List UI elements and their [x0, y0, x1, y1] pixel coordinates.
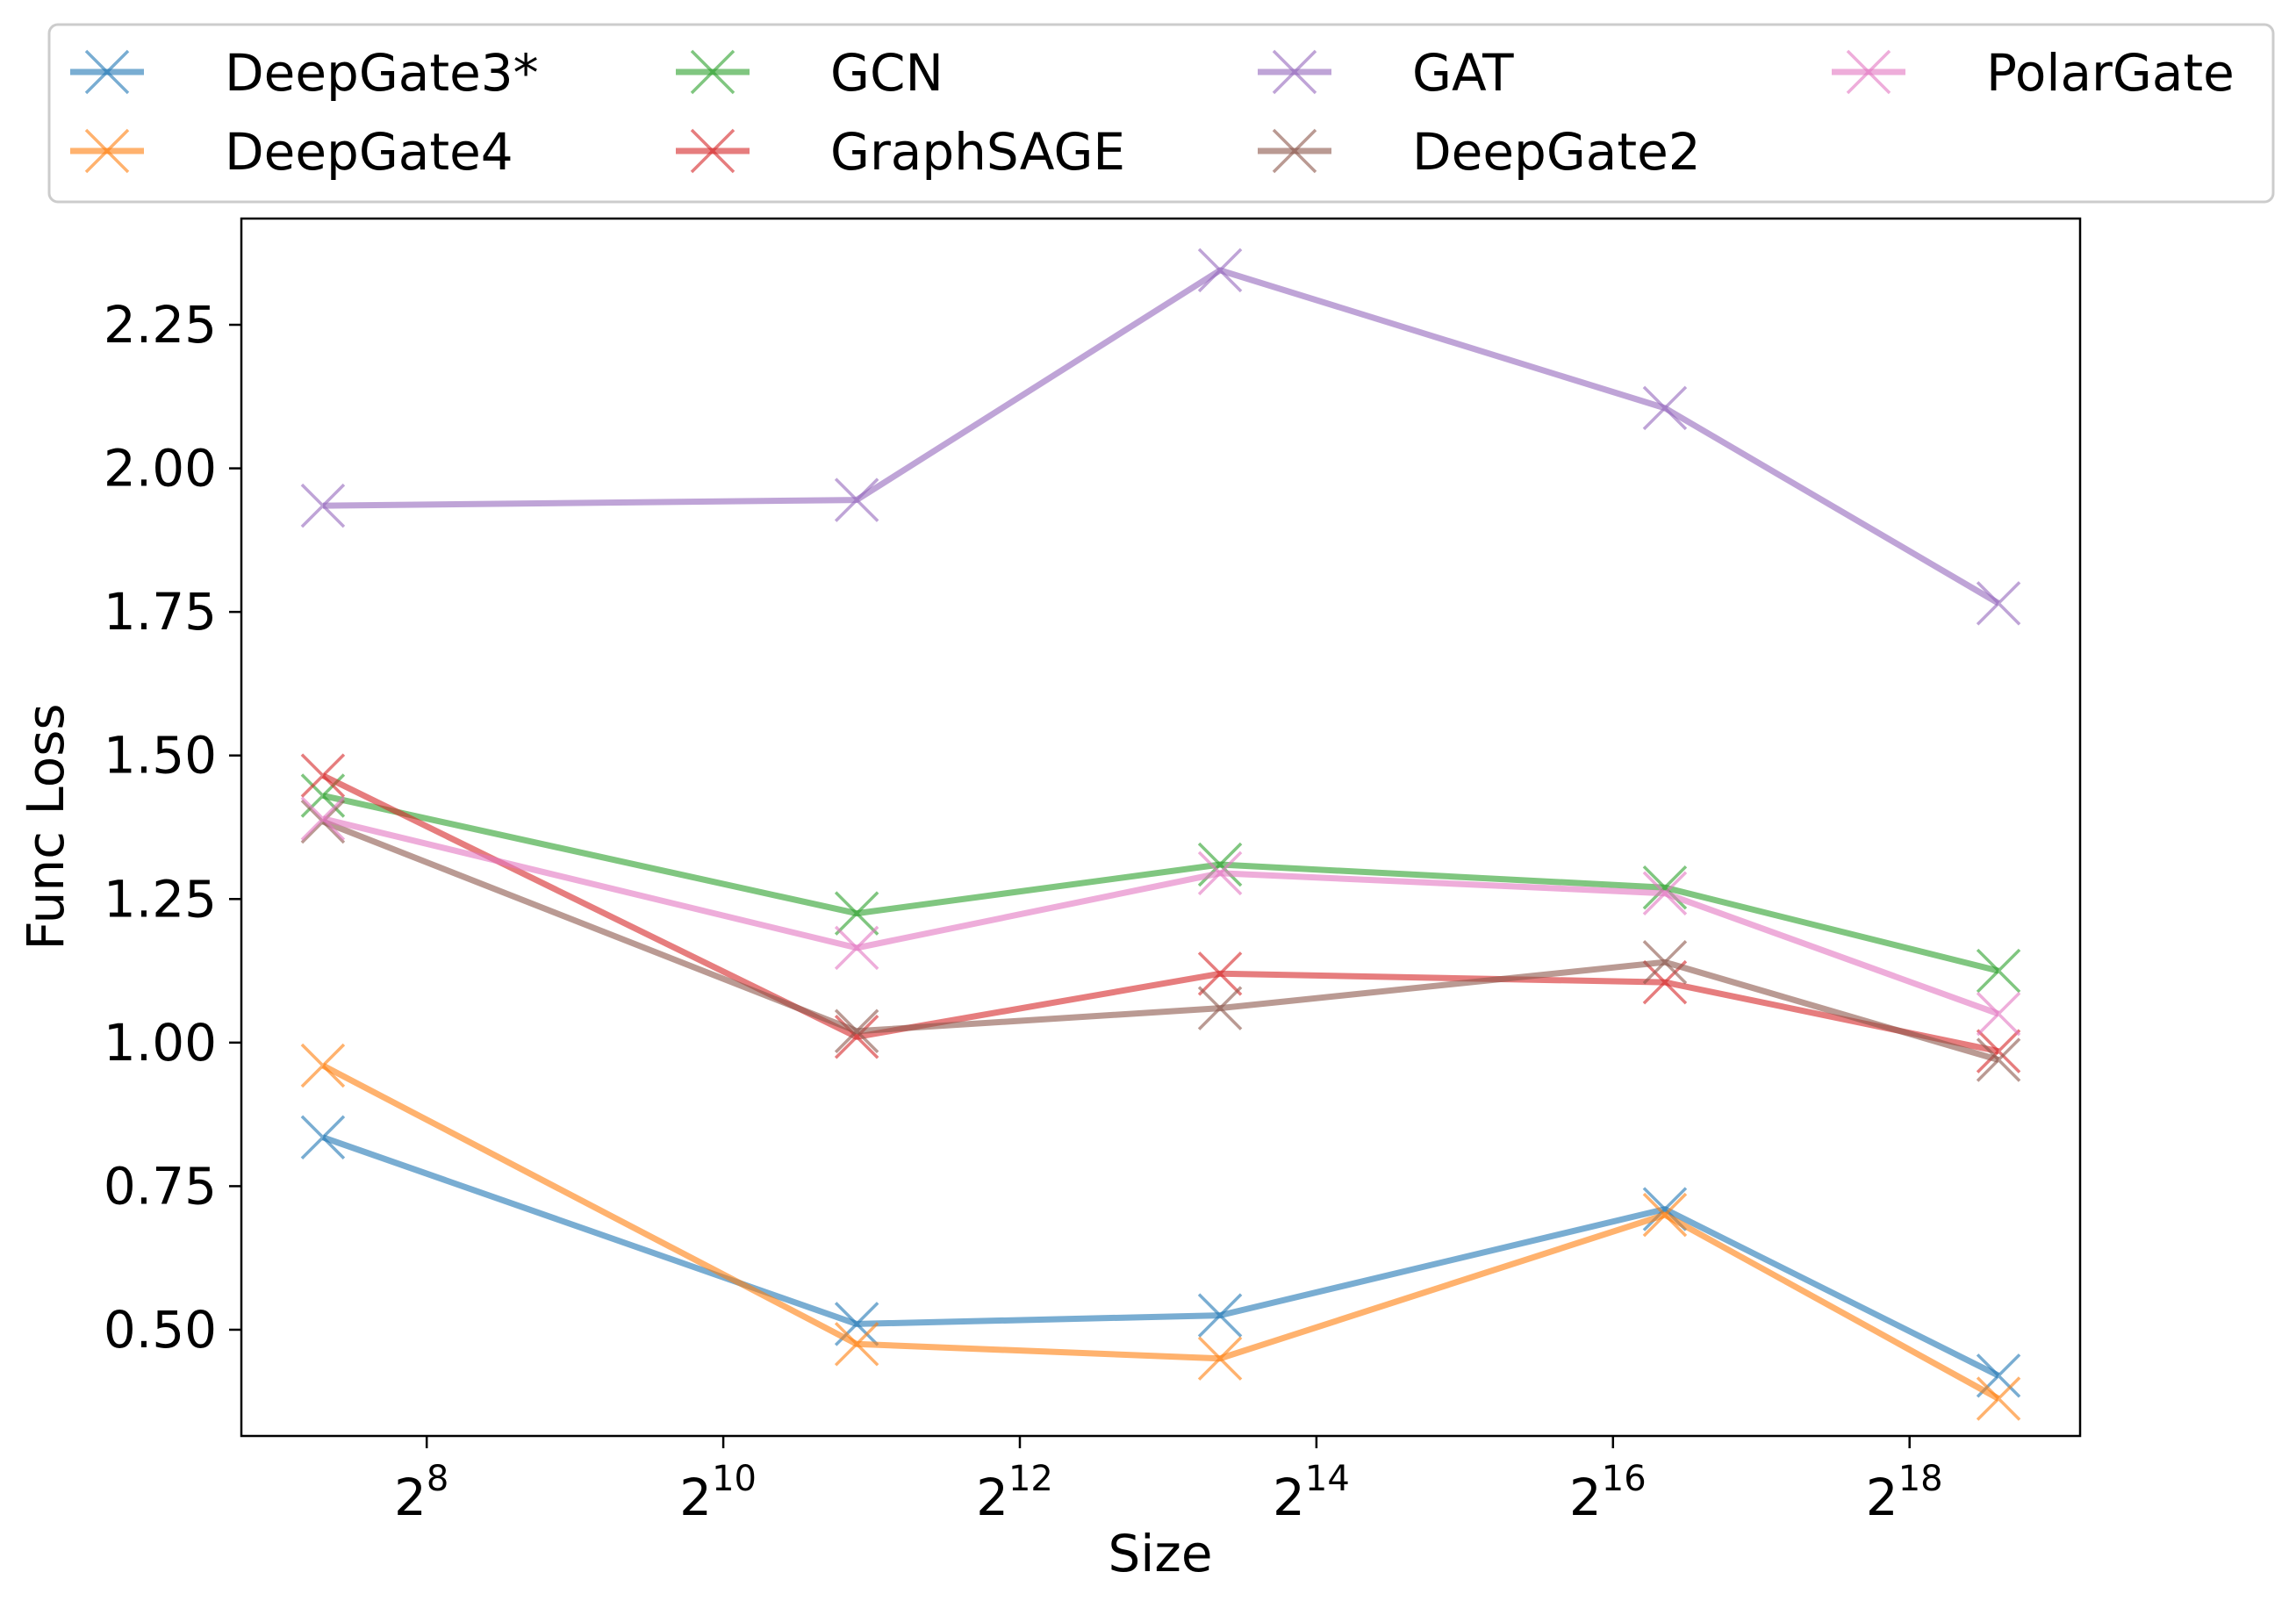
- y-tick-label: 1.25: [104, 869, 217, 929]
- legend-label: DeepGate4: [225, 122, 513, 182]
- axes: 0.50 0.75 1.00 1.25 1.50 1.75 2.00 2.25 28 210 212…: [104, 217, 2082, 1527]
- y-tick-label: 0.50: [104, 1300, 217, 1360]
- legend-marker: [1272, 49, 1317, 95]
- legend-marker: [1846, 49, 1891, 95]
- series-deepgate4: [300, 1043, 2021, 1421]
- y-tick-label: 2.00: [104, 439, 217, 499]
- x-axis-label: Size: [1108, 1524, 1212, 1583]
- data-point: [834, 477, 879, 522]
- x-tick-label: 214: [1273, 1459, 1350, 1527]
- y-tick-label: 2.25: [104, 295, 217, 355]
- series-polargate: [300, 796, 2021, 1037]
- x-tick-label: 216: [1569, 1459, 1647, 1527]
- legend-entry: DeepGate4: [70, 122, 513, 182]
- data-point: [1197, 1336, 1243, 1381]
- data-point: [1642, 385, 1688, 431]
- data-point: [834, 1009, 879, 1053]
- legend-label: DeepGate2: [1412, 122, 1701, 182]
- legend-entry: GCN: [676, 43, 944, 103]
- data-point: [1976, 948, 2021, 994]
- series-graphsage: [300, 753, 2021, 1073]
- legend-label: GraphSAGE: [830, 122, 1125, 182]
- legend-marker: [84, 128, 130, 174]
- data-point: [1197, 1293, 1243, 1338]
- legend-marker: [690, 128, 735, 174]
- data-point: [1642, 871, 1688, 915]
- legend-label: DeepGate3*: [225, 43, 539, 103]
- y-tick-label: 0.75: [104, 1156, 217, 1216]
- data-point: [300, 753, 346, 798]
- x-tick-label: 212: [976, 1459, 1053, 1527]
- plot-area: [300, 248, 2021, 1421]
- legend-entry: GAT: [1258, 43, 1514, 103]
- legend-box: [47, 23, 2275, 204]
- data-point: [300, 1115, 346, 1160]
- data-point: [1197, 986, 1243, 1030]
- data-point: [834, 891, 879, 936]
- data-point: [1976, 1037, 2021, 1082]
- y-tick-label: 1.50: [104, 726, 217, 786]
- data-point: [300, 796, 346, 841]
- series-deepgate3-: [300, 1115, 2021, 1398]
- series-deepgate2: [300, 799, 2021, 1082]
- legend-entry: GraphSAGE: [676, 122, 1125, 182]
- data-point: [1197, 248, 1243, 293]
- legend-entry: PolarGate: [1832, 43, 2235, 103]
- legend-label: GCN: [830, 43, 944, 103]
- legend-marker: [690, 49, 735, 95]
- data-point: [834, 1322, 879, 1367]
- data-point: [300, 1043, 346, 1088]
- legend: DeepGate3* DeepGate4 GCN GraphSAGE GAT DeepGa…: [47, 23, 2275, 204]
- data-point: [834, 925, 879, 971]
- x-tick-label: 28: [394, 1459, 448, 1527]
- data-point: [1976, 991, 2021, 1037]
- data-point: [1642, 940, 1688, 985]
- legend-label: PolarGate: [1986, 43, 2235, 103]
- x-tick-label: 218: [1866, 1459, 1943, 1527]
- data-point: [300, 483, 346, 528]
- legend-entry: DeepGate2: [1258, 122, 1701, 182]
- data-point: [1197, 951, 1243, 996]
- legend-marker: [1272, 128, 1317, 174]
- plot-frame: [240, 217, 2082, 1438]
- series-gcn: [300, 773, 2021, 994]
- data-point: [1976, 1376, 2021, 1421]
- legend-marker: [84, 49, 130, 95]
- x-tick-label: 210: [679, 1459, 757, 1527]
- series-gat: [300, 248, 2021, 626]
- data-point: [1976, 1029, 2021, 1073]
- y-axis-label: Func Loss: [16, 703, 75, 950]
- data-point: [1642, 1192, 1688, 1238]
- y-tick-label: 1.75: [104, 582, 217, 642]
- legend-label: GAT: [1412, 43, 1514, 103]
- y-tick-label: 1.00: [104, 1013, 217, 1073]
- data-point: [1976, 581, 2021, 626]
- legend-entry: DeepGate3*: [70, 43, 539, 103]
- data-point: [1197, 851, 1243, 896]
